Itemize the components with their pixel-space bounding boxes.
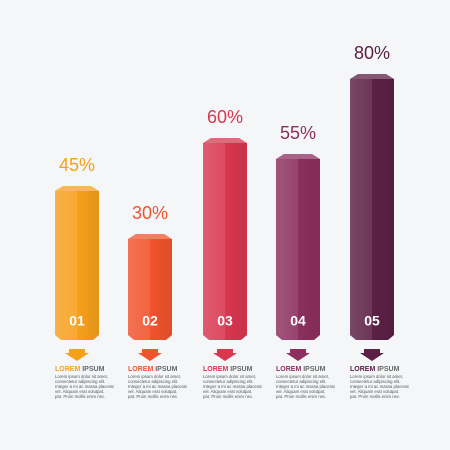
bar-shade	[55, 191, 99, 340]
category-label: 04	[290, 313, 306, 329]
caption-line: vel. Aliquam erat volutpat.	[128, 389, 177, 394]
caption-line: consectetur adipiscing elit.	[203, 379, 253, 384]
caption-line: consectetur adipiscing elit.	[276, 379, 326, 384]
caption-highlight: LOREM	[128, 366, 153, 373]
caption-line: consectetur adipiscing elit.	[350, 379, 400, 384]
bar-shade	[350, 79, 394, 340]
category-label: 03	[217, 313, 233, 329]
caption-line: Integer a mi ac massa placerat	[128, 384, 188, 389]
value-label: 60%	[207, 107, 243, 127]
caption-rest: IPSUM	[303, 366, 325, 373]
caption-line: vel. Aliquam erat volutpat.	[276, 389, 325, 394]
bar-shade	[203, 143, 247, 340]
bar-shade	[128, 239, 172, 340]
caption-line: Lorem ipsum dolor sit amet,	[350, 374, 403, 379]
caption-line: vel. Aliquam erat volutpat.	[55, 389, 104, 394]
bar-cap-light	[350, 74, 394, 79]
caption-line: pat. Proin mollis enim nec.	[276, 394, 326, 399]
caption-rest: IPSUM	[230, 366, 252, 373]
caption-highlight: LOREM	[276, 366, 301, 373]
bar-cap-light	[276, 154, 320, 159]
value-label: 80%	[354, 43, 390, 63]
bar-cap-light	[55, 186, 99, 191]
arrow-icon	[213, 349, 237, 361]
bar-cap	[276, 154, 320, 159]
arrow-icon	[65, 349, 89, 361]
caption-highlight: LOREM	[350, 366, 375, 373]
category-label: 02	[142, 313, 158, 329]
caption-line: vel. Aliquam erat volutpat.	[350, 389, 399, 394]
category-label: 05	[364, 313, 380, 329]
caption-highlight: LOREM	[55, 366, 80, 373]
value-label: 30%	[132, 203, 168, 223]
bar-cap-light	[128, 234, 172, 239]
value-label: 45%	[59, 155, 95, 175]
caption-rest: IPSUM	[82, 366, 104, 373]
bar-shade	[276, 159, 320, 340]
bar-cap	[203, 138, 247, 143]
caption-rest: IPSUM	[377, 366, 399, 373]
bar-cap	[128, 234, 172, 239]
caption-line: pat. Proin mollis enim nec.	[203, 394, 253, 399]
caption-line: consectetur adipiscing elit.	[55, 379, 105, 384]
category-label: 01	[69, 313, 85, 329]
caption-line: Integer a mi ac massa placerat	[276, 384, 336, 389]
caption-line: Lorem ipsum dolor sit amet,	[128, 374, 181, 379]
caption-title: LOREM IPSUM	[128, 366, 178, 373]
caption-line: pat. Proin mollis enim nec.	[350, 394, 400, 399]
caption-line: Lorem ipsum dolor sit amet,	[55, 374, 108, 379]
bar-cap	[350, 74, 394, 79]
caption-line: Integer a mi ac massa placerat	[55, 384, 115, 389]
caption-line: Lorem ipsum dolor sit amet,	[203, 374, 256, 379]
caption-rest: IPSUM	[155, 366, 177, 373]
caption-title: LOREM IPSUM	[55, 366, 105, 373]
caption-highlight: LOREM	[203, 366, 228, 373]
bar-cap-light	[203, 138, 247, 143]
caption-line: consectetur adipiscing elit.	[128, 379, 178, 384]
caption-title: LOREM IPSUM	[276, 366, 326, 373]
arrow-icon	[360, 349, 384, 361]
caption-line: pat. Proin mollis enim nec.	[128, 394, 178, 399]
arrow-icon	[286, 349, 310, 361]
caption-line: Integer a mi ac massa placerat	[350, 384, 410, 389]
bar-cap	[55, 186, 99, 191]
caption-title: LOREM IPSUM	[350, 366, 400, 373]
caption-line: Lorem ipsum dolor sit amet,	[276, 374, 329, 379]
caption-line: pat. Proin mollis enim nec.	[55, 394, 105, 399]
arrow-icon	[138, 349, 162, 361]
caption-line: Integer a mi ac massa placerat	[203, 384, 263, 389]
caption-title: LOREM IPSUM	[203, 366, 253, 373]
value-label: 55%	[280, 123, 316, 143]
caption-line: vel. Aliquam erat volutpat.	[203, 389, 252, 394]
